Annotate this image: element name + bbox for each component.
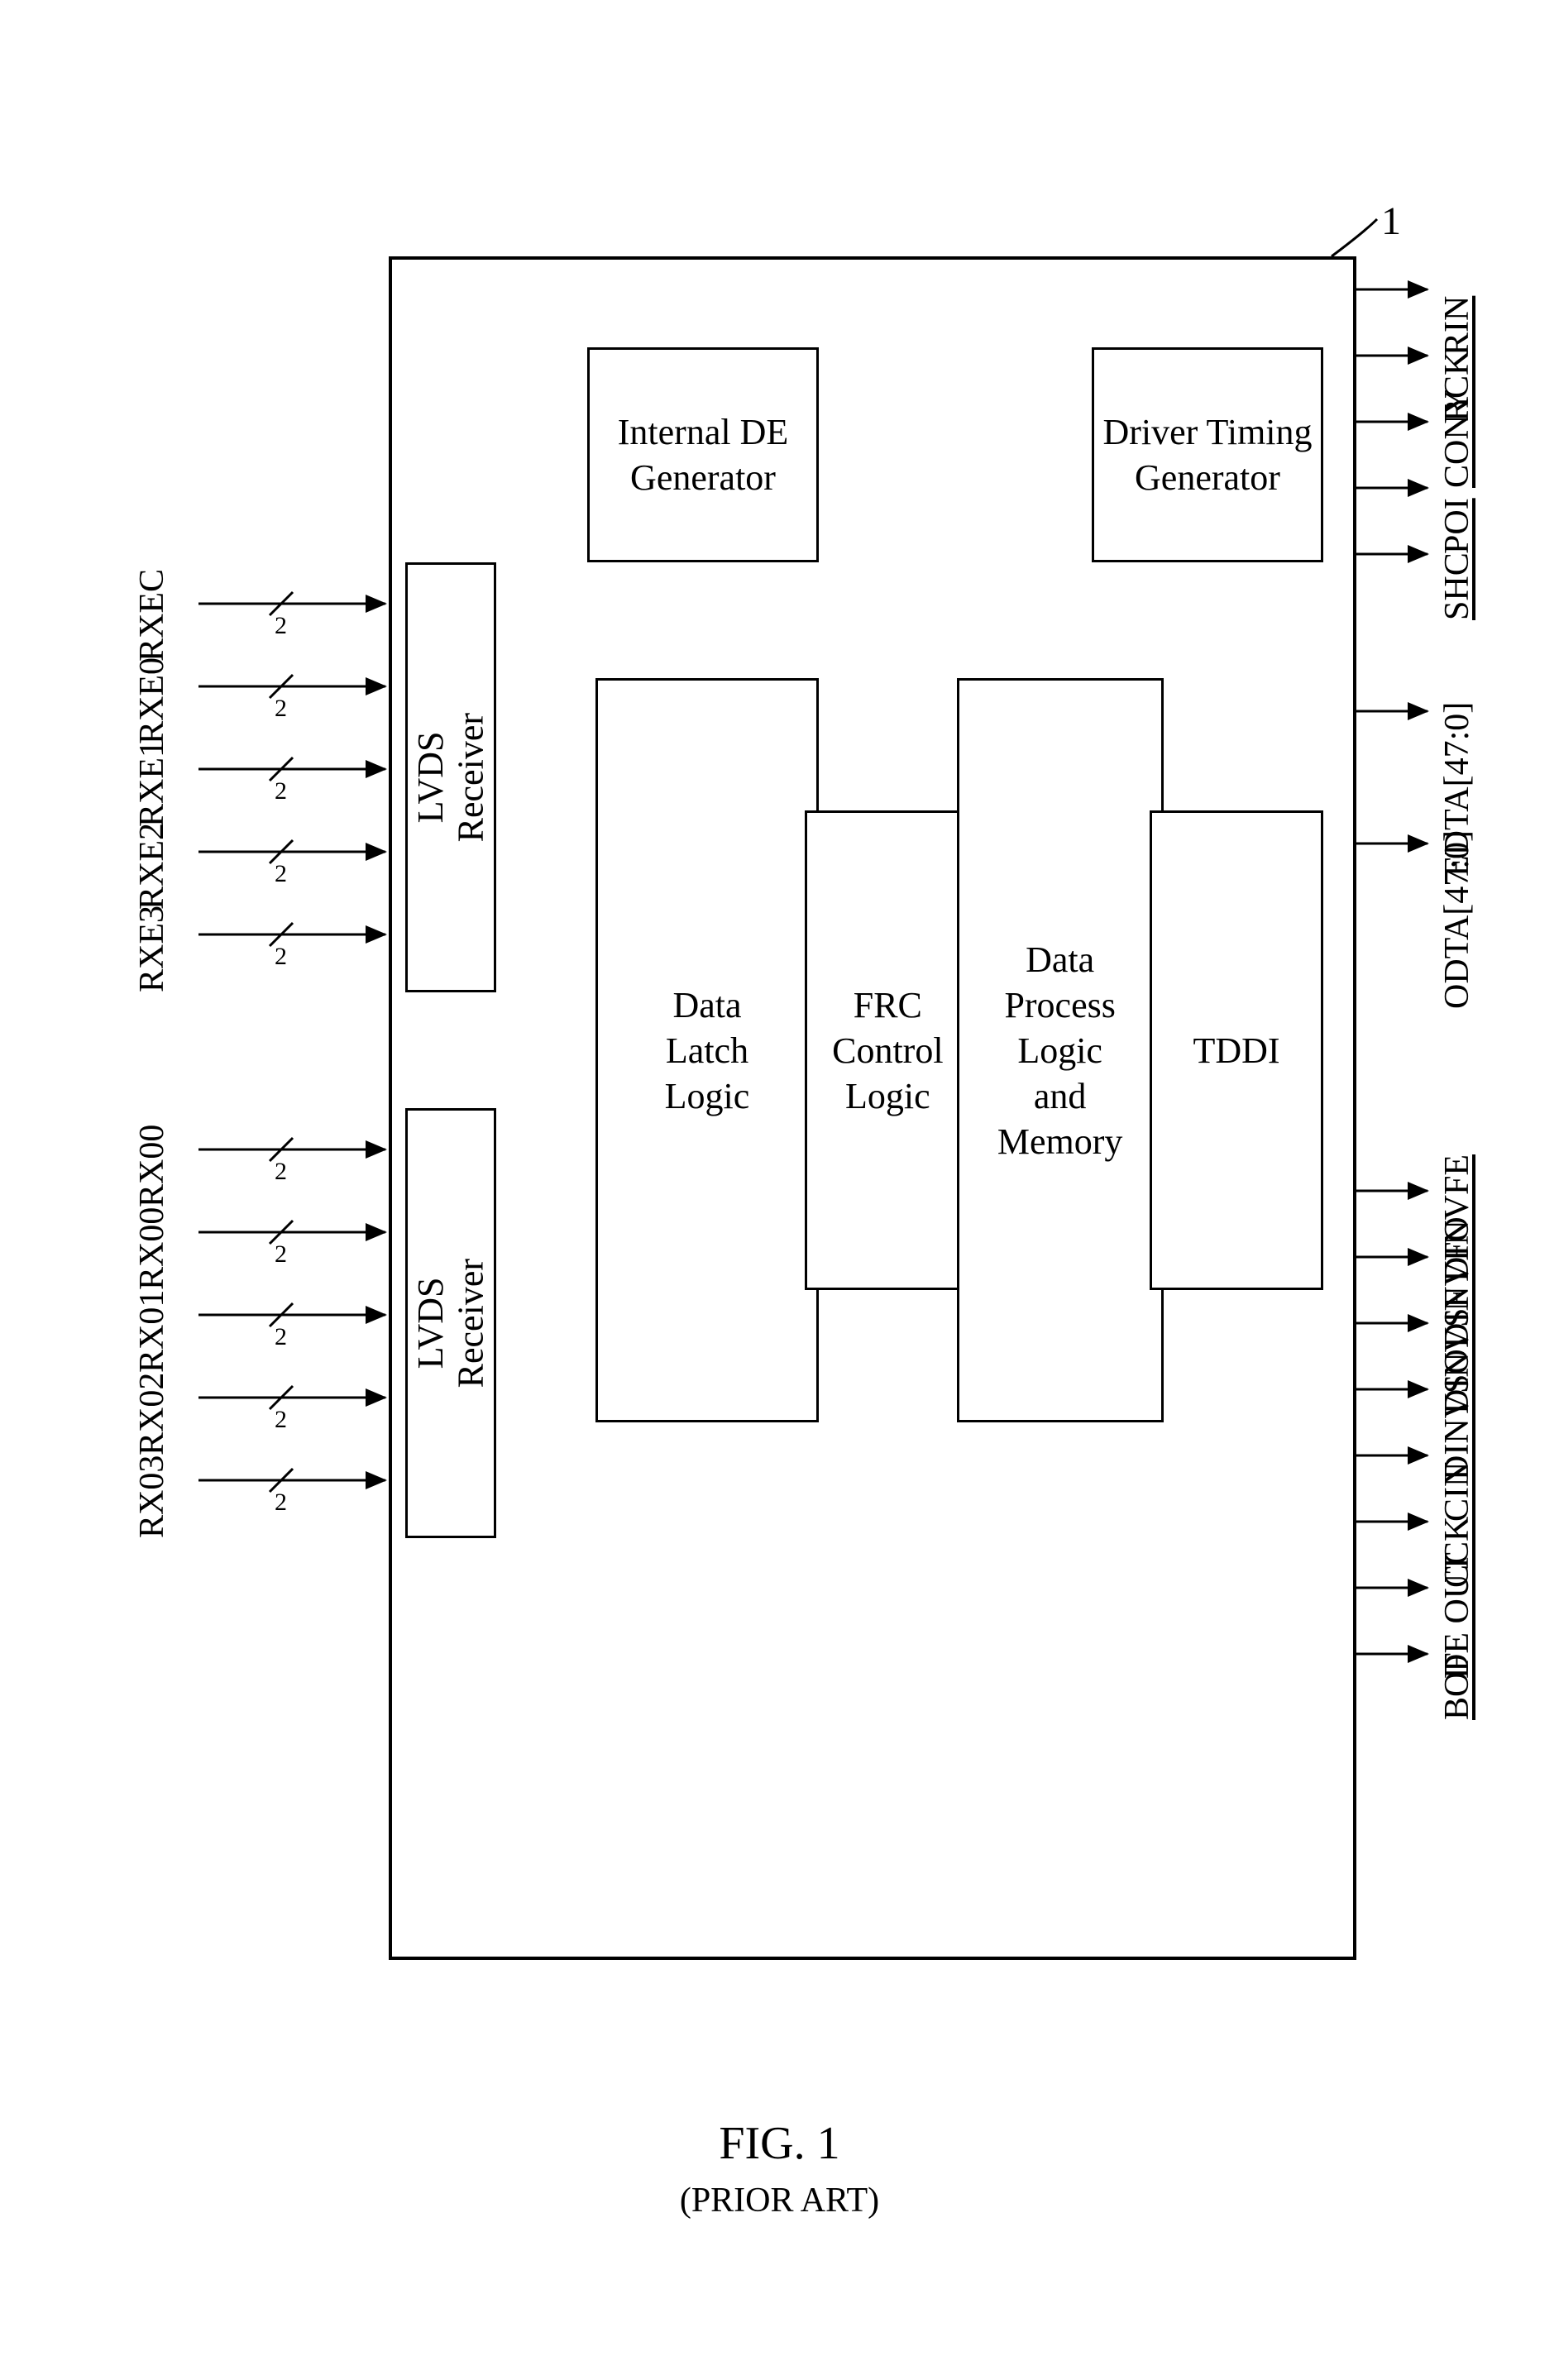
tddi-block: TDDI [1150,810,1323,1290]
output-label-odta470: ODTA[47:0] [1437,830,1477,1009]
input-label-rxec: RXEC [132,569,172,662]
lvds-receiver-1: LVDSReceiver [405,562,496,992]
output-label-rin: RIN [1437,296,1477,356]
output-label-cony: CONY [1437,389,1477,488]
figure-caption: FIG. 1(PRIOR ART) [33,2117,1526,2223]
output-label-dinvso: DINVSO [1437,1349,1477,1480]
bus-width: 2 [275,1489,287,1517]
input-label-rxe0: RXE0 [132,657,172,744]
input-label-rx01: RX01 [132,1290,172,1373]
bus-width: 2 [275,943,287,971]
bus-width: 2 [275,1240,287,1269]
lvds-receiver-2: LVDSReceiver [405,1108,496,1538]
output-label-poi: POI [1437,498,1477,554]
internal-de-generator: Internal DEGenerator [587,347,819,562]
bus-width: 2 [275,612,287,640]
data-process-block: DataProcessLogicandMemory [957,678,1164,1422]
input-label-rx03: RX03 [132,1455,172,1538]
bus-width: 2 [275,1406,287,1434]
output-label-bof: BOF [1437,1652,1477,1720]
ref-numeral: 1 [1381,198,1401,244]
input-label-rxe1: RXE1 [132,740,172,827]
bus-width: 2 [275,777,287,805]
input-label-rx00: RX00 [132,1125,172,1207]
input-label-rxe2: RXE2 [132,823,172,910]
driver-timing-generator: Driver TimingGenerator [1092,347,1323,562]
output-label-cin: CIN [1437,1462,1477,1522]
input-label-rx00: RX00 [132,1207,172,1290]
bus-width: 2 [275,695,287,723]
input-label-rxe3: RXE3 [132,906,172,992]
output-label-shc: SHC [1437,552,1477,620]
data-latch-block: DataLatchLogic [595,678,819,1422]
bus-width: 2 [275,1158,287,1186]
bus-width: 2 [275,860,287,888]
frc-block: FRCControlLogic [805,810,970,1290]
bus-width: 2 [275,1323,287,1351]
input-label-rx02: RX02 [132,1373,172,1455]
